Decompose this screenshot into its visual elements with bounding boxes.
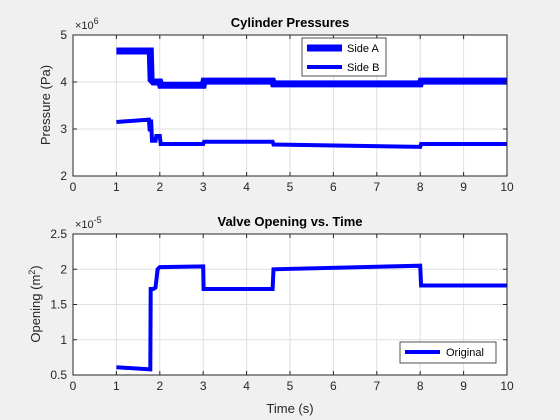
y-axis-label-bottom-main: Opening (m xyxy=(28,275,43,343)
legend-label-original: Original xyxy=(446,347,484,359)
x-tick-label: 3 xyxy=(200,379,207,393)
x-tick-label: 6 xyxy=(330,379,337,393)
x-tick-label: 7 xyxy=(373,379,380,393)
y-exponent-base-bottom: ×10 xyxy=(75,219,94,231)
chart-title-top: Cylinder Pressures xyxy=(231,15,350,30)
legend-label-side-b: Side B xyxy=(347,62,379,74)
y-tick-label: 1 xyxy=(60,333,67,347)
x-tick-label: 4 xyxy=(243,379,250,393)
legend-box-top xyxy=(301,37,387,77)
axes-bottom: 0 1 2 3 4 5 6 7 8 9 10 0.5 1 1.5 2 2.5 Valve Opening vs… xyxy=(27,214,514,416)
legend-bottom: Original xyxy=(399,341,497,364)
axes-top: 0 1 2 3 4 5 6 7 8 9 10 2 3 4 5 Cylinder Pressures Pres… xyxy=(38,15,514,194)
x-tick-label: 9 xyxy=(460,379,467,393)
legend-box-bottom xyxy=(399,341,497,364)
x-tick-label: 4 xyxy=(243,180,250,194)
x-tick-label: 0 xyxy=(70,379,77,393)
ticks-bottom: 0 1 2 3 4 5 6 7 8 9 10 0.5 1 1.5 2 2.5 xyxy=(50,227,514,393)
x-tick-label: 10 xyxy=(500,379,514,393)
y-tick-label: 2 xyxy=(60,169,67,183)
y-exponent-power-top: 6 xyxy=(94,16,99,26)
x-tick-label: 8 xyxy=(417,379,424,393)
y-tick-label: 4 xyxy=(60,75,67,89)
y-exponent-power-bottom: -5 xyxy=(94,215,102,225)
x-tick-label: 9 xyxy=(460,180,467,194)
y-tick-label: 1.5 xyxy=(50,298,67,312)
y-exponent-bottom: ×10-5 xyxy=(75,215,102,231)
x-tick-label: 5 xyxy=(287,180,294,194)
x-tick-label: 10 xyxy=(500,180,514,194)
series-line-original xyxy=(116,263,507,372)
y-axis-label-bottom-tail: ) xyxy=(28,265,43,269)
series-group-bottom xyxy=(116,263,507,372)
series-line-side-b xyxy=(116,117,507,149)
y-exponent-base-top: ×10 xyxy=(75,20,94,32)
x-tick-label: 5 xyxy=(287,379,294,393)
series-line-side-a xyxy=(116,47,507,89)
legend-top: Side A Side B xyxy=(301,37,387,77)
x-tick-label: 2 xyxy=(156,379,163,393)
x-tick-label: 2 xyxy=(156,180,163,194)
y-axis-label-top: Pressure (Pa) xyxy=(38,65,53,145)
y-tick-label: 5 xyxy=(60,28,67,42)
legend-label-side-a: Side A xyxy=(347,43,379,55)
y-tick-label: 2.5 xyxy=(50,227,67,241)
y-tick-label: 2 xyxy=(60,262,67,276)
chart-title-bottom: Valve Opening vs. Time xyxy=(218,214,363,229)
ticks-top: 0 1 2 3 4 5 6 7 8 9 10 2 3 4 5 xyxy=(60,28,514,194)
x-tick-label: 1 xyxy=(113,180,120,194)
y-tick-label: 3 xyxy=(60,122,67,136)
series-group-top xyxy=(116,47,507,149)
x-tick-label: 3 xyxy=(200,180,207,194)
x-axis-label-bottom: Time (s) xyxy=(266,401,313,416)
y-axis-label-bottom-sup: 2 xyxy=(27,270,37,275)
y-tick-label: 0.5 xyxy=(50,368,67,382)
x-tick-label: 8 xyxy=(417,180,424,194)
x-tick-label: 6 xyxy=(330,180,337,194)
y-exponent-top: ×106 xyxy=(75,16,99,32)
x-tick-label: 0 xyxy=(70,180,77,194)
x-tick-label: 1 xyxy=(113,379,120,393)
y-axis-label-bottom: Opening (m2) xyxy=(27,265,43,342)
x-tick-label: 7 xyxy=(373,180,380,194)
